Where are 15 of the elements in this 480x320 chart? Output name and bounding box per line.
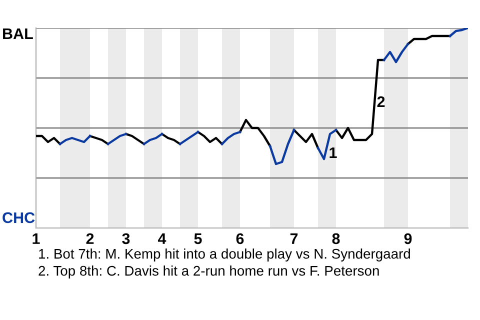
text: 1. Bot 7th: M. Kemp hit into a double play vs N. Syndergaard <box>39 248 410 262</box>
x-tick-label: 4 <box>158 233 166 244</box>
x-tick-label: 7 <box>290 233 298 244</box>
x-tick-label: 2 <box>86 233 94 244</box>
annotation: 2 <box>377 96 385 107</box>
x-tick-label: 3 <box>122 233 130 244</box>
text: BAL <box>3 28 33 39</box>
text: 2. Top 8th: C. Davis hit a 2-run home run vs F. Peterson <box>38 266 379 278</box>
x-tick-label: 6 <box>236 233 244 244</box>
annotation: 1 <box>330 147 337 158</box>
text: CHC <box>2 212 35 224</box>
x-tick-label: 5 <box>194 233 202 244</box>
x-tick-label: 9 <box>404 233 412 244</box>
x-tick-label: 8 <box>332 233 340 244</box>
x-tick-label: 1 <box>32 233 40 244</box>
